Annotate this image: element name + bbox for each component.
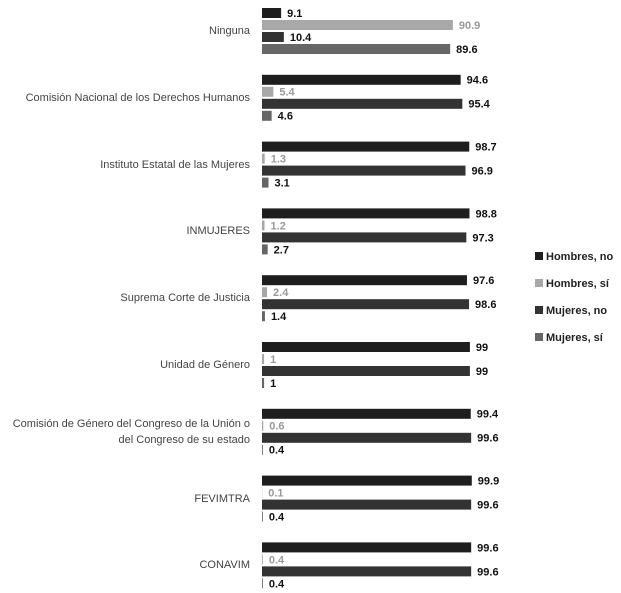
bar xyxy=(262,220,265,231)
legend-label: Hombres, sí xyxy=(546,278,610,290)
bar xyxy=(262,86,274,97)
value-label: 0.6 xyxy=(269,421,284,433)
value-label: 2.7 xyxy=(274,244,289,256)
value-label: 3.1 xyxy=(275,178,290,190)
value-label: 1.2 xyxy=(271,220,286,232)
legend-label: Mujeres, no xyxy=(546,305,607,317)
value-label: 99.6 xyxy=(477,500,498,512)
bar xyxy=(262,499,472,510)
value-label: 0.4 xyxy=(269,578,285,590)
value-label: 0.4 xyxy=(269,512,285,524)
bar xyxy=(262,408,471,419)
value-label: 0.4 xyxy=(269,445,285,457)
bar xyxy=(262,177,269,188)
category-label: CONAVIM xyxy=(199,559,250,572)
value-label: 1 xyxy=(270,378,276,390)
legend-label: Mujeres, sí xyxy=(546,332,604,344)
bar xyxy=(262,444,263,455)
value-label: 2.4 xyxy=(273,287,289,299)
bar xyxy=(262,208,470,219)
bar xyxy=(262,566,472,577)
value-label: 98.8 xyxy=(475,208,496,220)
bar xyxy=(262,244,268,255)
value-label: 1.3 xyxy=(271,154,286,166)
legend-marker xyxy=(535,279,543,287)
category-label: Unidad de Género xyxy=(160,359,250,371)
bar xyxy=(262,475,472,486)
value-label: 99.6 xyxy=(477,433,498,445)
category-label: FEVIMTRA xyxy=(194,492,250,505)
bar xyxy=(262,311,265,322)
value-label: 10.4 xyxy=(290,32,312,44)
category-label: Instituto Estatal de las Mujeres xyxy=(100,158,250,171)
value-label: 99 xyxy=(476,342,488,354)
category-label: Suprema Corte de Justicia xyxy=(120,292,250,305)
bar xyxy=(262,153,265,164)
legend-marker xyxy=(535,333,543,341)
bar xyxy=(262,432,472,443)
value-label: 94.6 xyxy=(467,75,488,87)
bar xyxy=(262,141,470,152)
bar xyxy=(262,354,265,364)
bar xyxy=(262,420,264,431)
value-label: 0.1 xyxy=(268,488,283,500)
bar xyxy=(262,511,263,522)
value-label: 89.6 xyxy=(456,44,477,56)
value-label: 96.9 xyxy=(471,166,492,178)
legend-label: Hombres, no xyxy=(546,251,614,263)
value-label: 99.6 xyxy=(477,566,498,578)
value-label: 99.4 xyxy=(477,409,499,421)
value-label: 5.4 xyxy=(279,87,295,99)
category-label: Comisión Nacional de los Derechos Humano… xyxy=(25,91,250,104)
bar xyxy=(262,20,453,30)
value-label: 1 xyxy=(270,354,276,366)
value-label: 97.3 xyxy=(472,232,493,244)
bar xyxy=(262,98,463,109)
bar xyxy=(262,554,263,565)
bar xyxy=(262,165,466,176)
value-label: 97.6 xyxy=(473,275,494,287)
bar xyxy=(262,44,451,54)
value-label: 99.6 xyxy=(477,542,498,554)
value-label: 1.4 xyxy=(271,311,287,323)
bar xyxy=(262,299,470,310)
bar xyxy=(262,32,284,42)
value-label: 0.4 xyxy=(269,554,285,566)
category-label: Comisión de Género del Congreso de la Un… xyxy=(12,417,250,446)
value-label: 98.6 xyxy=(475,299,496,311)
bar xyxy=(262,110,272,121)
value-label: 9.1 xyxy=(287,8,302,20)
bar xyxy=(262,287,268,298)
bar xyxy=(262,542,472,553)
bar xyxy=(262,378,265,388)
legend-marker xyxy=(535,252,543,260)
bar xyxy=(262,8,282,18)
legend-marker xyxy=(535,306,543,314)
value-label: 90.9 xyxy=(459,20,480,32)
value-label: 99.9 xyxy=(478,476,499,488)
value-label: 99 xyxy=(476,366,488,378)
bar xyxy=(262,275,467,286)
bar xyxy=(262,74,461,85)
bar xyxy=(262,366,470,376)
category-label: INMUJERES xyxy=(186,225,250,238)
category-label: Ninguna xyxy=(209,25,250,37)
bar xyxy=(262,342,470,352)
value-label: 95.4 xyxy=(468,99,490,111)
bar xyxy=(262,232,467,243)
value-label: 4.6 xyxy=(278,111,293,123)
bar xyxy=(262,578,263,589)
value-label: 98.7 xyxy=(475,142,496,154)
